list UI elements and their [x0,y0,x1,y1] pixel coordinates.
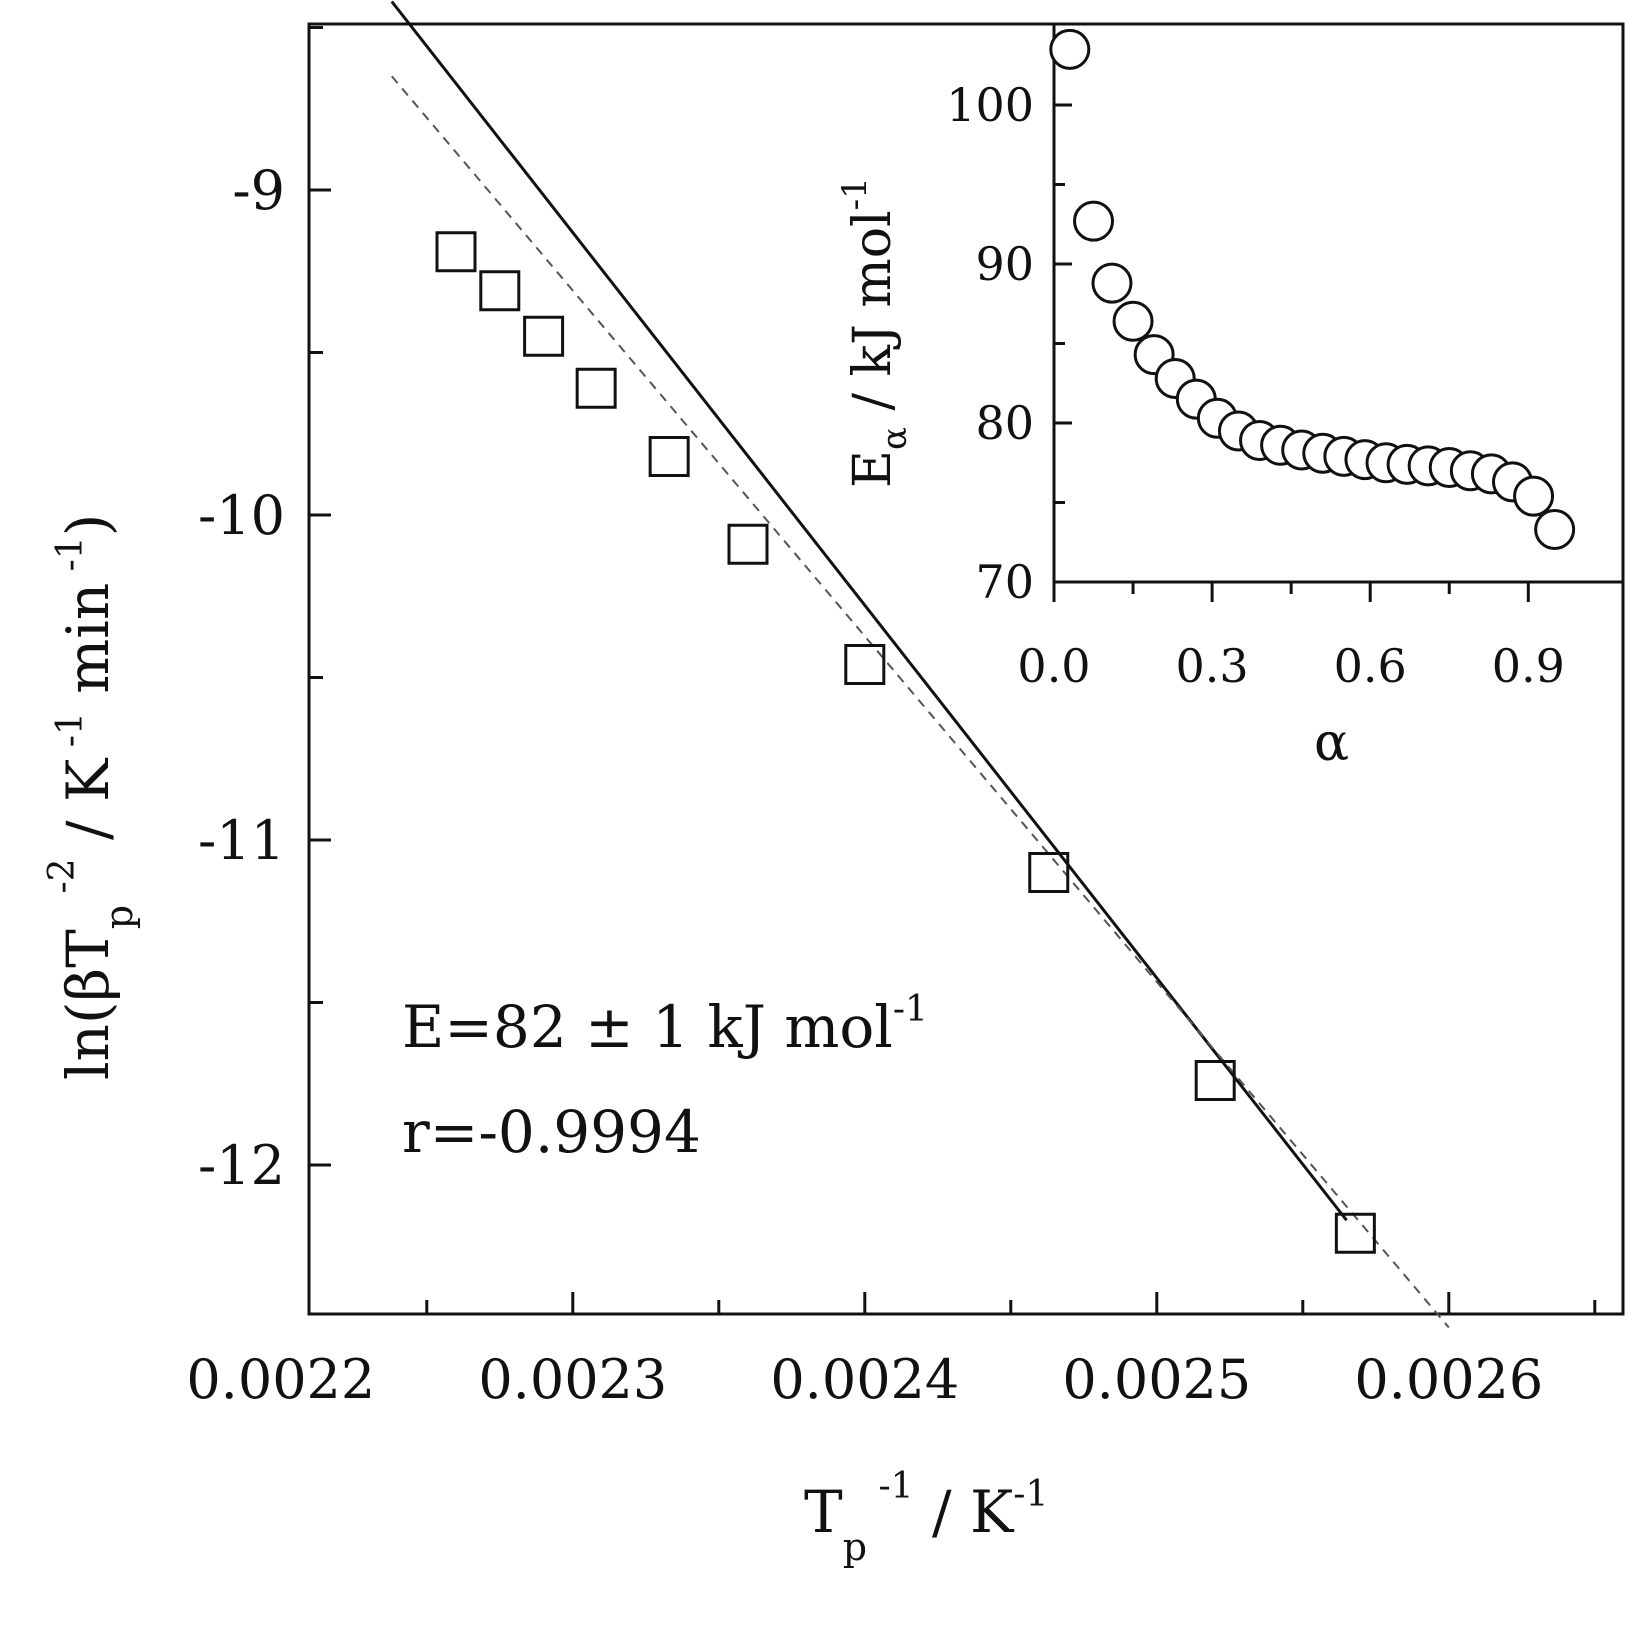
circle-marker [1049,28,1091,70]
y-tick-label: -10 [198,484,285,547]
circle-marker [1073,200,1115,242]
inset-y-axis-title: Eα / kJ mol-1 [835,177,915,488]
square-marker [479,270,521,312]
main-y-axis-title: ln(βTp -2 / K -1 min -1) [42,514,141,1080]
square-marker [523,315,565,357]
inset-y-tick-label: 70 [975,555,1034,609]
circle-marker [1112,300,1154,342]
main-x-axis-title: Tp -1 / K-1 [804,1466,1048,1569]
inset-data-points [1049,28,1576,551]
circle-marker [1091,262,1133,304]
circle-marker [1513,475,1555,517]
circle-marker [1534,509,1576,551]
square-marker [844,644,886,685]
square-marker [575,367,617,409]
square-marker [1194,1060,1236,1101]
inset-y-tick-label: 90 [975,237,1034,291]
inset-y-tick-label: 80 [975,396,1034,450]
x-tick-label: 0.0026 [1354,1348,1543,1411]
y-tick-label: -9 [232,159,285,222]
main-plot-frame [307,22,1625,1316]
x-tick-label: 0.0025 [1062,1348,1251,1411]
y-tick-label: -11 [198,809,285,872]
inset-x-tick-label: 0.9 [1492,639,1565,693]
activation-energy-annotation: E=82 ± 1 kJ mol-1 [402,989,928,1061]
main-fit-lines [390,0,1450,1329]
inset-x-axis-title: α [1314,713,1349,773]
square-marker [727,523,769,565]
inset-axis-ticks: 0.0 0.3 0.6 0.9 70 80 90 100 [946,78,1565,693]
correlation-annotation: r=-0.9994 [402,1098,701,1166]
square-marker [435,231,477,273]
inset-x-tick-label: 0.0 [1017,639,1090,693]
x-tick-label: 0.0022 [186,1348,375,1411]
square-marker [1334,1212,1376,1254]
dashed-fit-line [390,75,1450,1329]
square-marker [1028,852,1070,893]
x-tick-label: 0.0024 [770,1348,959,1411]
inset-x-tick-label: 0.3 [1176,639,1249,693]
y-tick-label: -12 [198,1134,285,1197]
main-axis-ticks: 0.0022 0.0023 0.0024 0.0025 0.0026 -9 -10 -11 -1… [186,26,1597,1411]
square-marker [648,436,690,477]
x-tick-label: 0.0023 [478,1348,667,1411]
main-data-points [435,231,1376,1254]
inset-y-tick-label: 100 [946,78,1034,132]
inset-x-tick-label: 0.6 [1334,639,1407,693]
